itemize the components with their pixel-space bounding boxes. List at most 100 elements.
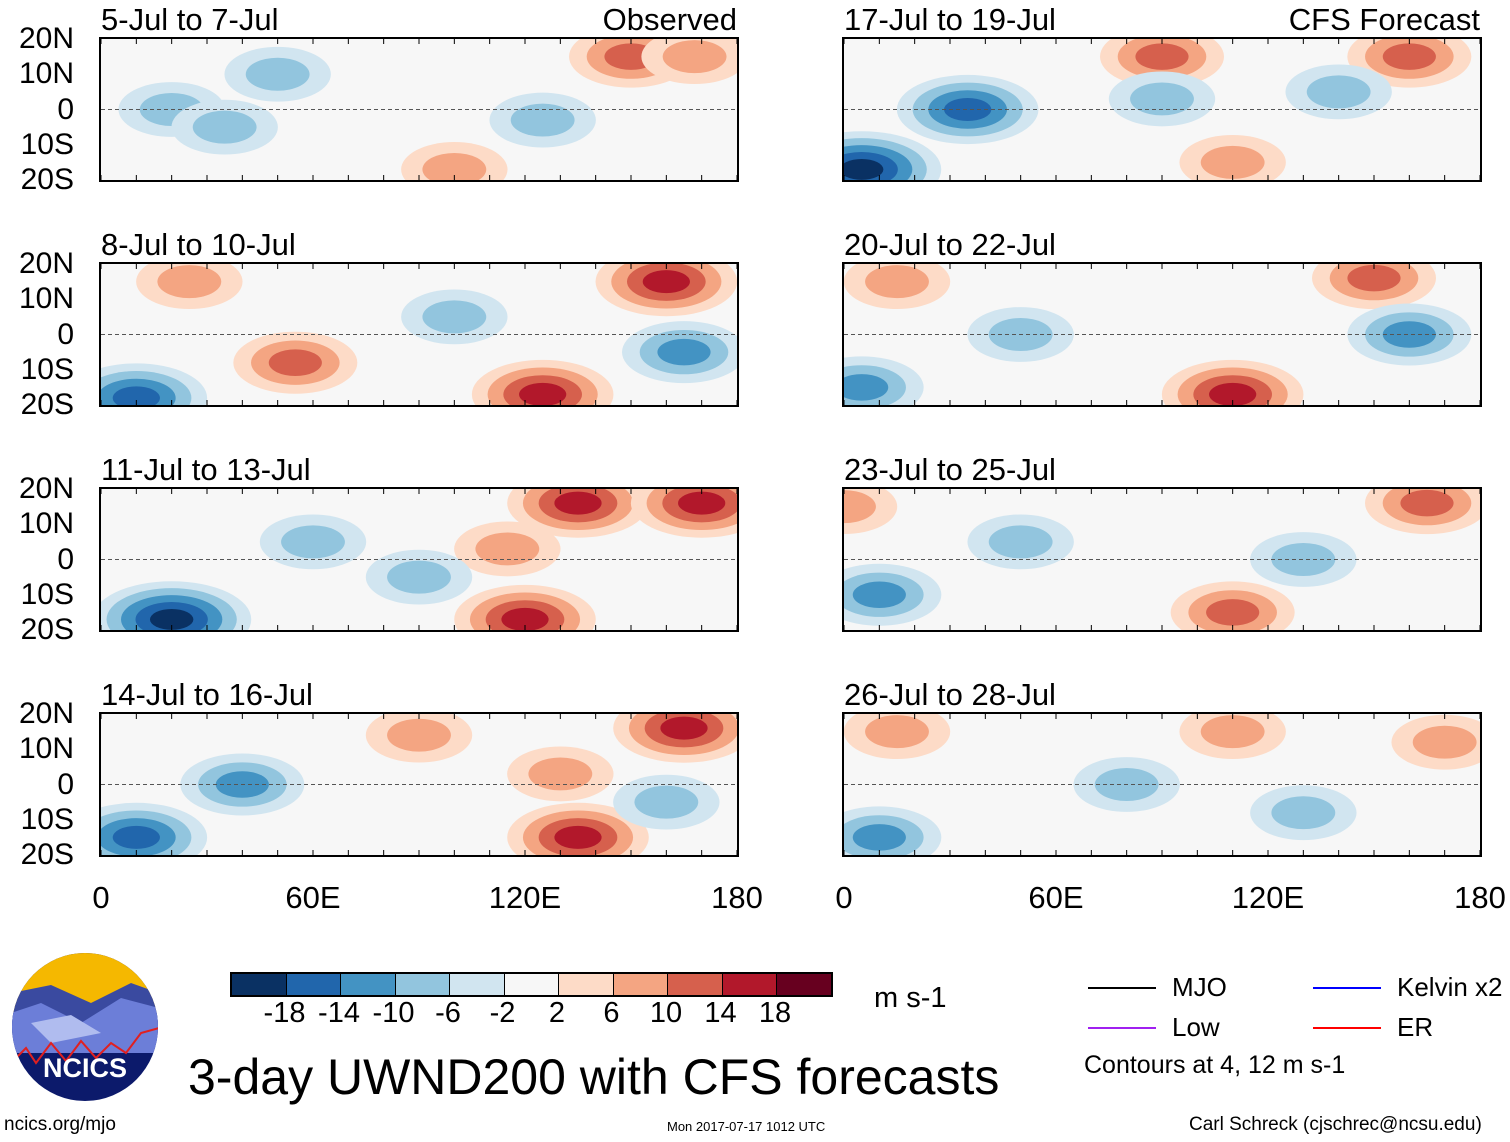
colorbar-tick-label: -10: [372, 997, 415, 1029]
lat-label: 0: [57, 317, 74, 351]
colorbar-swatch: [504, 974, 559, 995]
anomaly-contour: [268, 349, 322, 376]
anomaly-contour: [1209, 382, 1257, 406]
footer-author: Carl Schreck (cjschrec@ncsu.edu): [1189, 1114, 1482, 1135]
panel-label: Observed: [602, 2, 737, 37]
lat-label: 20N: [18, 472, 74, 505]
colorbar-units: m s-1: [874, 982, 947, 1014]
anomaly-contour: [281, 525, 345, 559]
footer-url[interactable]: ncics.org/mjo: [4, 1114, 116, 1135]
lon-label: 120E: [488, 880, 562, 915]
colorbar-tick-label: 18: [758, 997, 792, 1029]
anomaly-contour: [1271, 796, 1336, 830]
lat-label: 10S: [20, 352, 74, 386]
lat-label: 10N: [18, 507, 74, 541]
anomaly-contour: [554, 825, 602, 849]
colorbar-swatch: [613, 974, 668, 995]
legend-line: [1088, 987, 1156, 989]
panel-title: 17-Jul to 19-Jul: [844, 2, 1056, 37]
lat-label: 0: [57, 767, 74, 801]
lon-label: 60E: [285, 880, 341, 915]
anomaly-contour: [112, 825, 160, 849]
lat-label: 10S: [20, 802, 74, 836]
lon-label: 180: [1454, 880, 1506, 915]
anomaly-contour: [387, 560, 451, 594]
panel-title: 26-Jul to 28-Jul: [844, 677, 1056, 712]
colorbar-swatch: [722, 974, 777, 995]
lat-label: 10N: [18, 282, 74, 316]
map-panel: [790, 472, 1489, 644]
colorbar-swatch: [286, 974, 341, 995]
colorbar-tick-label: 10: [649, 997, 683, 1029]
anomaly-contour: [422, 152, 487, 186]
lon-label: 0: [835, 880, 853, 915]
anomaly-contour: [1206, 599, 1260, 626]
legend-note: Contours at 4, 12 m s-1: [1084, 1051, 1346, 1079]
panel-title: 5-Jul to 7-Jul: [101, 2, 279, 37]
lat-label: 20S: [20, 613, 74, 646]
colorbar-tick-label: 2: [548, 997, 566, 1029]
lat-label: 20N: [18, 22, 74, 55]
anomaly-contour: [422, 300, 487, 334]
anomaly-contour: [519, 382, 567, 406]
anomaly-contour: [554, 491, 602, 515]
lat-label: 10S: [20, 577, 74, 611]
lat-label: 0: [57, 92, 74, 126]
anomaly-contour: [1271, 543, 1336, 576]
anomaly-contour: [634, 785, 699, 819]
map-panel: [92, 468, 773, 658]
ncics-logo: NCICS: [11, 953, 159, 1101]
colorbar-swatch: [395, 974, 450, 995]
colorbar-swatch: [232, 974, 287, 995]
anomaly-contour: [660, 716, 708, 740]
anomaly-contour: [112, 386, 160, 410]
map-panel: [782, 25, 1482, 208]
lon-label: 60E: [1028, 880, 1084, 915]
legend-label: Kelvin x2: [1397, 972, 1503, 1002]
lat-label: 10S: [20, 127, 74, 161]
logo-text: NCICS: [43, 1053, 127, 1083]
anomaly-contour: [1382, 43, 1436, 70]
lat-label: 20S: [20, 163, 74, 196]
colorbar-swatch: [341, 974, 396, 995]
anomaly-contour: [657, 338, 711, 366]
anomaly-contour: [988, 525, 1053, 559]
colorbar-swatch: [559, 974, 614, 995]
panel-label: CFS Forecast: [1288, 2, 1480, 37]
legend-label: Low: [1172, 1012, 1220, 1042]
lat-label: 0: [57, 542, 74, 576]
lon-label: 180: [711, 880, 763, 915]
anomaly-contour: [1200, 145, 1265, 179]
map-panel: [65, 693, 755, 872]
lat-label: 20N: [18, 247, 74, 280]
lon-label: 120E: [1231, 880, 1305, 915]
legend-line: [1088, 1027, 1156, 1029]
anomaly-contour: [1412, 725, 1477, 759]
colorbar-tick-label: -18: [263, 997, 306, 1029]
anomaly-contour: [510, 103, 575, 137]
colorbar-swatch: [450, 974, 505, 995]
anomaly-contour: [245, 57, 310, 91]
anomaly-contour: [501, 607, 549, 631]
lat-label: 10N: [18, 732, 74, 766]
anomaly-contour: [678, 491, 726, 515]
colorbar-tick-label: 6: [603, 997, 620, 1029]
anomaly-contour: [1135, 43, 1189, 70]
anomaly-contour: [1306, 75, 1371, 109]
anomaly-contour: [852, 824, 906, 851]
map-panel: [65, 247, 746, 433]
anomaly-contour: [387, 718, 451, 752]
panel-title: 8-Jul to 10-Jul: [101, 227, 296, 262]
lat-label: 20S: [20, 388, 74, 421]
anomaly-contour: [865, 265, 929, 299]
map-panel: [799, 247, 1482, 430]
legend-label: ER: [1397, 1012, 1434, 1042]
colorbar: [230, 972, 833, 997]
anomaly-contour: [1130, 82, 1194, 116]
footer-timestamp: Mon 2017-07-17 1012 UTC: [667, 1119, 826, 1134]
anomaly-contour: [835, 374, 889, 401]
panel-title: 23-Jul to 25-Jul: [844, 452, 1056, 487]
anomaly-contour: [528, 757, 593, 791]
lat-label: 10N: [18, 57, 74, 91]
panel-title: 11-Jul to 13-Jul: [101, 452, 311, 487]
